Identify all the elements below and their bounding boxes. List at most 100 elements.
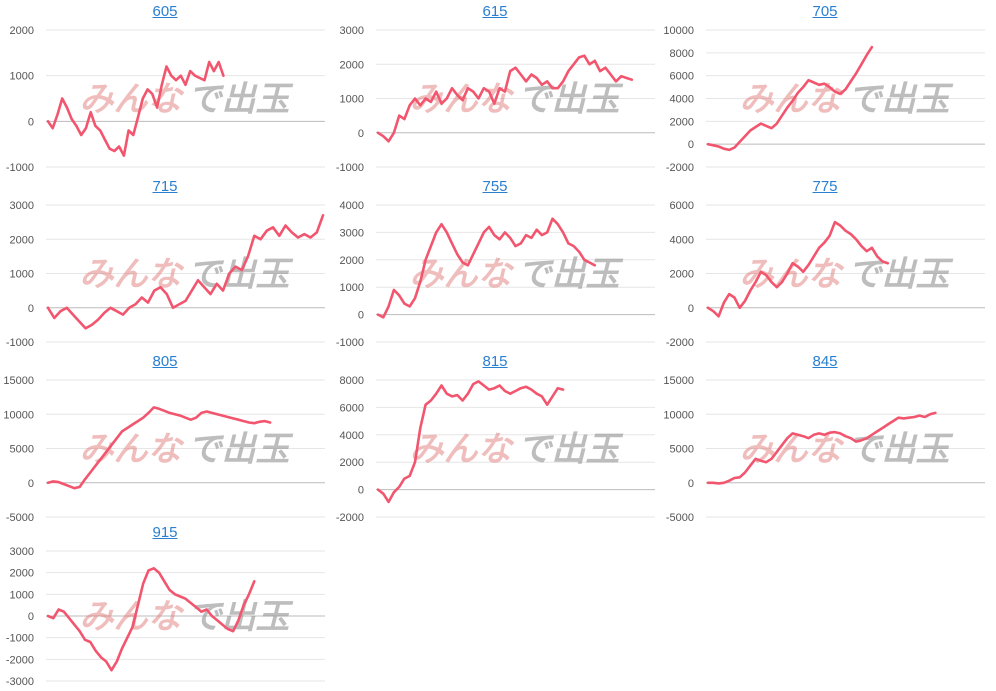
chart-title-link[interactable]: 915 [152, 524, 178, 541]
y-tick-label: 2000 [10, 568, 34, 580]
y-tick-label: 4000 [340, 200, 364, 212]
y-tick-label: -1000 [6, 162, 34, 174]
watermark-logo: みんな で出玉 [740, 80, 954, 120]
y-tick-label: -5000 [6, 512, 34, 524]
y-tick-label: 3000 [340, 227, 364, 239]
watermark-part1: みんな [740, 430, 845, 470]
chart-panel-615: 615 -1000 0 1000 2000 3000 みんな で出玉 [330, 2, 660, 177]
watermark-part2: で出玉 [188, 255, 294, 295]
y-tick-label: 8000 [340, 375, 364, 387]
chart-title-link[interactable]: 705 [812, 3, 838, 20]
line-chart: -5000 0 5000 10000 15000 みんな で出玉 [3, 375, 325, 524]
y-tick-label: 0 [28, 116, 34, 128]
watermark-part2: で出玉 [518, 430, 624, 470]
y-tick-label: 2000 [340, 255, 364, 267]
y-tick-label: 1000 [10, 269, 34, 281]
y-tick-label: 10000 [663, 25, 694, 37]
chart-title-link[interactable]: 615 [482, 3, 508, 20]
y-tick-label: 0 [358, 310, 364, 322]
y-tick-label: 10000 [663, 409, 694, 421]
watermark-part2: で出玉 [848, 80, 954, 120]
watermark-part1: みんな [410, 430, 515, 470]
y-tick-label: 6000 [670, 200, 694, 212]
line-chart: -2000 0 2000 4000 6000 8000 10000 みんな で出玉 [663, 25, 985, 174]
y-tick-label: 0 [358, 485, 364, 497]
series-line [46, 566, 256, 672]
y-tick-label: 2000 [670, 269, 694, 281]
y-tick-label: 1000 [10, 589, 34, 601]
chart-title-link[interactable]: 815 [482, 353, 508, 370]
y-tick-label: 0 [28, 303, 34, 315]
chart-panel-715: 715 -1000 0 1000 2000 3000 みんな で出玉 [0, 177, 330, 352]
y-tick-label: 10000 [3, 409, 34, 421]
watermark-part1: みんな [80, 255, 185, 295]
chart-panel-845: 845 -5000 0 5000 10000 15000 みんな で出玉 [660, 352, 990, 527]
line-chart: -5000 0 5000 10000 15000 みんな で出玉 [663, 375, 985, 524]
series-line [46, 406, 272, 490]
chart-panel-605: 605 -1000 0 1000 2000 みんな で出玉 [0, 2, 330, 177]
y-tick-label: -5000 [666, 512, 694, 524]
y-tick-label: 15000 [663, 375, 694, 387]
y-tick-label: 4000 [340, 430, 364, 442]
watermark-logo: みんな で出玉 [80, 255, 294, 295]
watermark-logo: みんな で出玉 [80, 430, 294, 470]
chart-title-link[interactable]: 805 [152, 353, 178, 370]
y-tick-label: 3000 [10, 200, 34, 212]
y-tick-label: 15000 [3, 375, 34, 387]
chart-title-link[interactable]: 845 [812, 353, 838, 370]
y-tick-label: 2000 [670, 116, 694, 128]
watermark-part1: みんな [740, 255, 845, 295]
y-tick-label: 0 [688, 478, 694, 490]
chart-panel-775: 775 -2000 0 2000 4000 6000 みんな で出玉 [660, 177, 990, 352]
watermark-part2: で出玉 [188, 430, 294, 470]
watermark-logo: みんな で出玉 [410, 430, 624, 470]
line-chart: -2000 0 2000 4000 6000 8000 みんな で出玉 [336, 375, 655, 524]
watermark-logo: みんな で出玉 [740, 430, 954, 470]
y-tick-label: 6000 [340, 402, 364, 414]
y-tick-label: 5000 [10, 444, 34, 456]
y-tick-label: 0 [28, 611, 34, 623]
watermark-part1: みんな [80, 80, 185, 120]
series-line [376, 217, 597, 319]
series-line [376, 54, 634, 143]
chart-panel-915: 915 -3000 -2000 -1000 0 1000 2000 3000 みんな で出玉 [0, 523, 330, 691]
chart-panel-755: 755 -1000 0 1000 2000 3000 4000 みんな で出玉 [330, 177, 660, 352]
y-tick-label: 0 [688, 139, 694, 151]
chart-title-link[interactable]: 755 [482, 178, 508, 195]
y-tick-label: 2000 [10, 25, 34, 37]
y-tick-label: -1000 [336, 337, 364, 349]
y-tick-label: -2000 [336, 512, 364, 524]
chart-title-link[interactable]: 775 [812, 178, 838, 195]
series-line [706, 45, 874, 152]
y-tick-label: 1000 [340, 94, 364, 106]
line-chart: -2000 0 2000 4000 6000 みんな で出玉 [666, 200, 985, 349]
y-tick-label: 1000 [340, 282, 364, 294]
line-chart: -3000 -2000 -1000 0 1000 2000 3000 みんな で出玉 [6, 546, 325, 688]
series-line [46, 213, 325, 330]
chart-panel-815: 815 -2000 0 2000 4000 6000 8000 みんな で出玉 [330, 352, 660, 527]
y-tick-label: -1000 [336, 162, 364, 174]
chart-panel-705: 705 -2000 0 2000 4000 6000 8000 10000 みんな で出玉 [660, 2, 990, 177]
line-chart: -1000 0 1000 2000 3000 みんな で出玉 [6, 200, 325, 349]
y-tick-label: -1000 [6, 337, 34, 349]
chart-title-link[interactable]: 605 [152, 3, 178, 20]
y-tick-label: 1000 [10, 71, 34, 83]
y-tick-label: 3000 [10, 546, 34, 558]
y-tick-label: -2000 [6, 654, 34, 666]
watermark-logo: みんな で出玉 [410, 80, 624, 120]
watermark-part2: で出玉 [848, 255, 954, 295]
y-tick-label: 2000 [340, 59, 364, 71]
watermark-logo: みんな で出玉 [80, 597, 294, 637]
y-tick-label: 2000 [340, 457, 364, 469]
watermark-part2: で出玉 [518, 80, 624, 120]
series-line [376, 380, 565, 504]
y-tick-label: 0 [28, 478, 34, 490]
watermark-logo: みんな で出玉 [80, 80, 294, 120]
series-line [706, 411, 937, 485]
series-line [46, 60, 225, 157]
chart-title-link[interactable]: 715 [152, 178, 178, 195]
watermark-logo: みんな で出玉 [410, 255, 624, 295]
series-line [706, 220, 890, 318]
y-tick-label: 4000 [670, 94, 694, 106]
chart-panel-805: 805 -5000 0 5000 10000 15000 みんな で出玉 [0, 352, 330, 527]
